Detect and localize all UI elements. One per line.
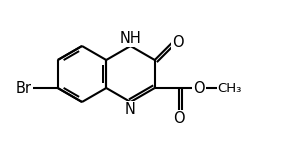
Text: Br: Br	[16, 81, 32, 95]
Text: O: O	[173, 111, 185, 126]
Text: NH: NH	[120, 31, 141, 46]
Text: CH₃: CH₃	[218, 82, 242, 95]
Text: O: O	[193, 81, 205, 95]
Text: N: N	[125, 102, 136, 117]
Text: O: O	[172, 35, 184, 50]
